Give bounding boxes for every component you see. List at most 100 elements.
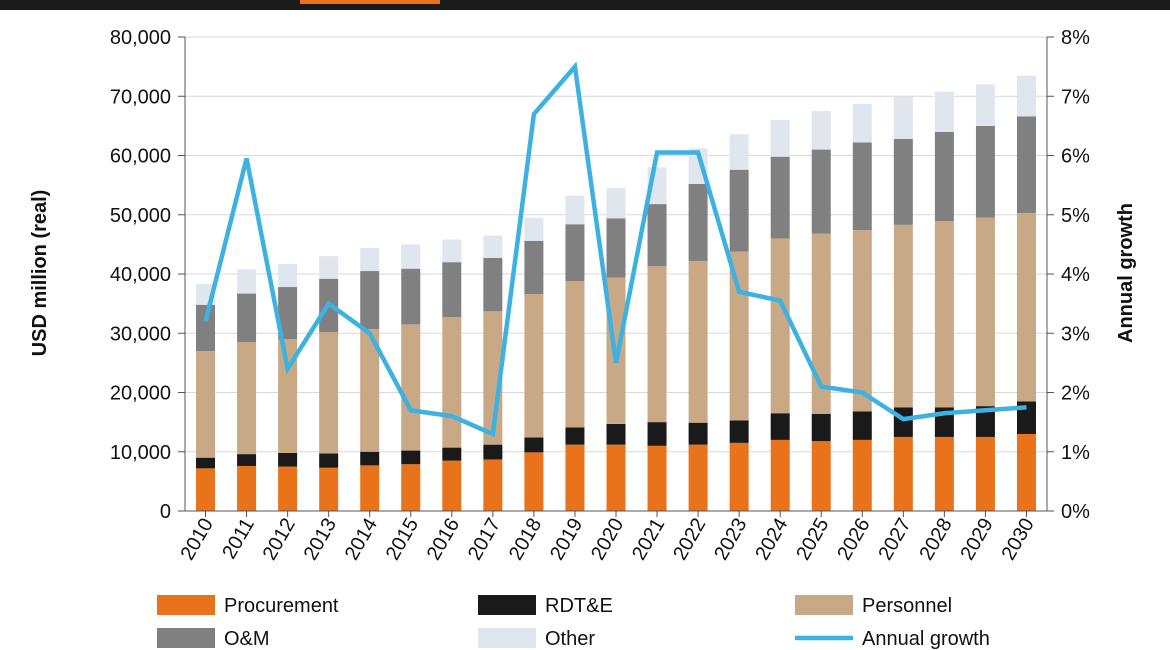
bar-other bbox=[811, 111, 831, 150]
top-bar bbox=[0, 0, 1170, 10]
bar-rdt-e bbox=[729, 420, 749, 443]
left-axis-tick-label: 10,000 bbox=[110, 442, 171, 464]
right-axis-tick-label: 7% bbox=[1061, 86, 1090, 108]
bar-personnel bbox=[360, 329, 380, 452]
bar-procurement bbox=[770, 439, 790, 511]
bar-rdt-e bbox=[401, 450, 421, 465]
bar-other bbox=[729, 134, 749, 170]
bar-o-m bbox=[647, 204, 667, 267]
left-axis-tick-label: 40,000 bbox=[110, 264, 171, 286]
bar-rdt-e bbox=[811, 413, 831, 442]
right-axis-tick-label: 3% bbox=[1061, 323, 1090, 345]
bar-o-m bbox=[1016, 116, 1036, 213]
legend-swatch-procurement bbox=[157, 595, 215, 615]
right-axis-tick-label: 6% bbox=[1061, 146, 1090, 168]
annual-growth-line bbox=[203, 61, 1027, 438]
bar-personnel bbox=[319, 332, 339, 454]
bar-rdt-e bbox=[770, 413, 790, 440]
bar-personnel bbox=[442, 317, 462, 448]
bar-o-m bbox=[606, 218, 626, 278]
bar-rdt-e bbox=[360, 451, 380, 466]
bar-other bbox=[278, 263, 298, 288]
legend-label-o-m: O&M bbox=[224, 628, 270, 650]
bar-other bbox=[852, 103, 872, 143]
legend-swatch-personnel bbox=[795, 595, 853, 615]
x-axis-tick-label: 2019 bbox=[546, 515, 587, 565]
right-axis-tick-label: 4% bbox=[1061, 264, 1090, 286]
bar-procurement bbox=[442, 460, 462, 511]
bar-o-m bbox=[729, 169, 749, 252]
bar-other bbox=[401, 244, 421, 269]
bar-personnel bbox=[524, 294, 544, 438]
x-axis-tick-label: 2028 bbox=[915, 515, 956, 565]
x-axis-tick-label: 2021 bbox=[628, 515, 669, 565]
right-axis-tick-label: 5% bbox=[1061, 205, 1090, 227]
bar-o-m bbox=[237, 293, 257, 343]
bar-personnel bbox=[1016, 212, 1036, 402]
bar-procurement bbox=[319, 467, 339, 511]
bar-o-m bbox=[442, 262, 462, 318]
bar-procurement bbox=[483, 459, 503, 511]
bar-o-m bbox=[770, 156, 790, 239]
axes bbox=[178, 36, 1054, 517]
bar-personnel bbox=[893, 224, 913, 408]
left-axis-tick-label: 80,000 bbox=[110, 27, 171, 49]
legend-label-procurement: Procurement bbox=[224, 595, 339, 617]
bar-o-m bbox=[196, 304, 216, 352]
bar-o-m bbox=[934, 131, 954, 222]
x-axis-tick-label: 2022 bbox=[669, 515, 710, 565]
bar-procurement bbox=[934, 436, 954, 511]
left-axis-tick-label: 0 bbox=[160, 501, 171, 523]
x-axis-tick-label: 2023 bbox=[710, 515, 751, 565]
legend-swatch-o-m bbox=[157, 628, 215, 648]
right-axis-tick-label: 0% bbox=[1061, 501, 1090, 523]
bar-procurement bbox=[606, 444, 626, 511]
bar-procurement bbox=[647, 445, 667, 511]
bar-procurement bbox=[565, 444, 585, 511]
bar-rdt-e bbox=[852, 411, 872, 440]
bar-o-m bbox=[360, 271, 380, 330]
bar-personnel bbox=[934, 221, 954, 408]
legend-swatch-rdt-e bbox=[478, 595, 536, 615]
bar-procurement bbox=[852, 439, 872, 511]
bar-rdt-e bbox=[524, 437, 544, 453]
growth-line bbox=[203, 61, 1027, 438]
bar-procurement bbox=[975, 436, 995, 511]
bars bbox=[196, 75, 1036, 511]
legend-label-personnel: Personnel bbox=[862, 595, 952, 617]
bar-procurement bbox=[524, 452, 544, 511]
bar-personnel bbox=[565, 281, 585, 428]
bar-o-m bbox=[278, 287, 298, 340]
right-axis-title: Annual growth bbox=[1115, 203, 1137, 343]
bar-rdt-e bbox=[893, 407, 913, 437]
bar-other bbox=[319, 256, 339, 279]
x-axis-tick-label: 2010 bbox=[177, 515, 218, 565]
bar-procurement bbox=[811, 441, 831, 511]
bar-personnel bbox=[647, 266, 667, 423]
legend-label-other: Other bbox=[545, 628, 595, 650]
bar-rdt-e bbox=[196, 457, 216, 469]
bar-rdt-e bbox=[237, 454, 257, 466]
bar-personnel bbox=[401, 324, 421, 451]
bar-personnel bbox=[196, 351, 216, 458]
left-axis-tick-label: 50,000 bbox=[110, 205, 171, 227]
right-axis-ticks: 0% 1% 2% 3% 4% 5% 6% 7% 8% bbox=[1061, 27, 1090, 523]
bar-procurement bbox=[1016, 433, 1036, 511]
x-axis-tick-label: 2014 bbox=[341, 515, 382, 565]
bar-other bbox=[1016, 75, 1036, 117]
bar-other bbox=[975, 84, 995, 126]
bar-personnel bbox=[811, 233, 831, 414]
bar-other bbox=[565, 195, 585, 225]
legend: Procurement RDT&E Personnel O&M Other Annual … bbox=[157, 595, 990, 650]
x-axis-ticks: 2010 2011 2012 2013 2014 2015 2016 2017 2018 2019… bbox=[177, 515, 1039, 565]
x-axis-tick-label: 2016 bbox=[423, 515, 464, 565]
x-axis-tick-label: 2029 bbox=[956, 515, 997, 565]
bar-o-m bbox=[565, 224, 585, 282]
right-axis-tick-label: 8% bbox=[1061, 27, 1090, 49]
x-axis-tick-label: 2025 bbox=[792, 515, 833, 565]
x-axis-tick-label: 2020 bbox=[587, 515, 628, 565]
x-axis-tick-label: 2015 bbox=[382, 515, 423, 565]
bar-other bbox=[442, 239, 462, 263]
bar-o-m bbox=[688, 183, 708, 261]
